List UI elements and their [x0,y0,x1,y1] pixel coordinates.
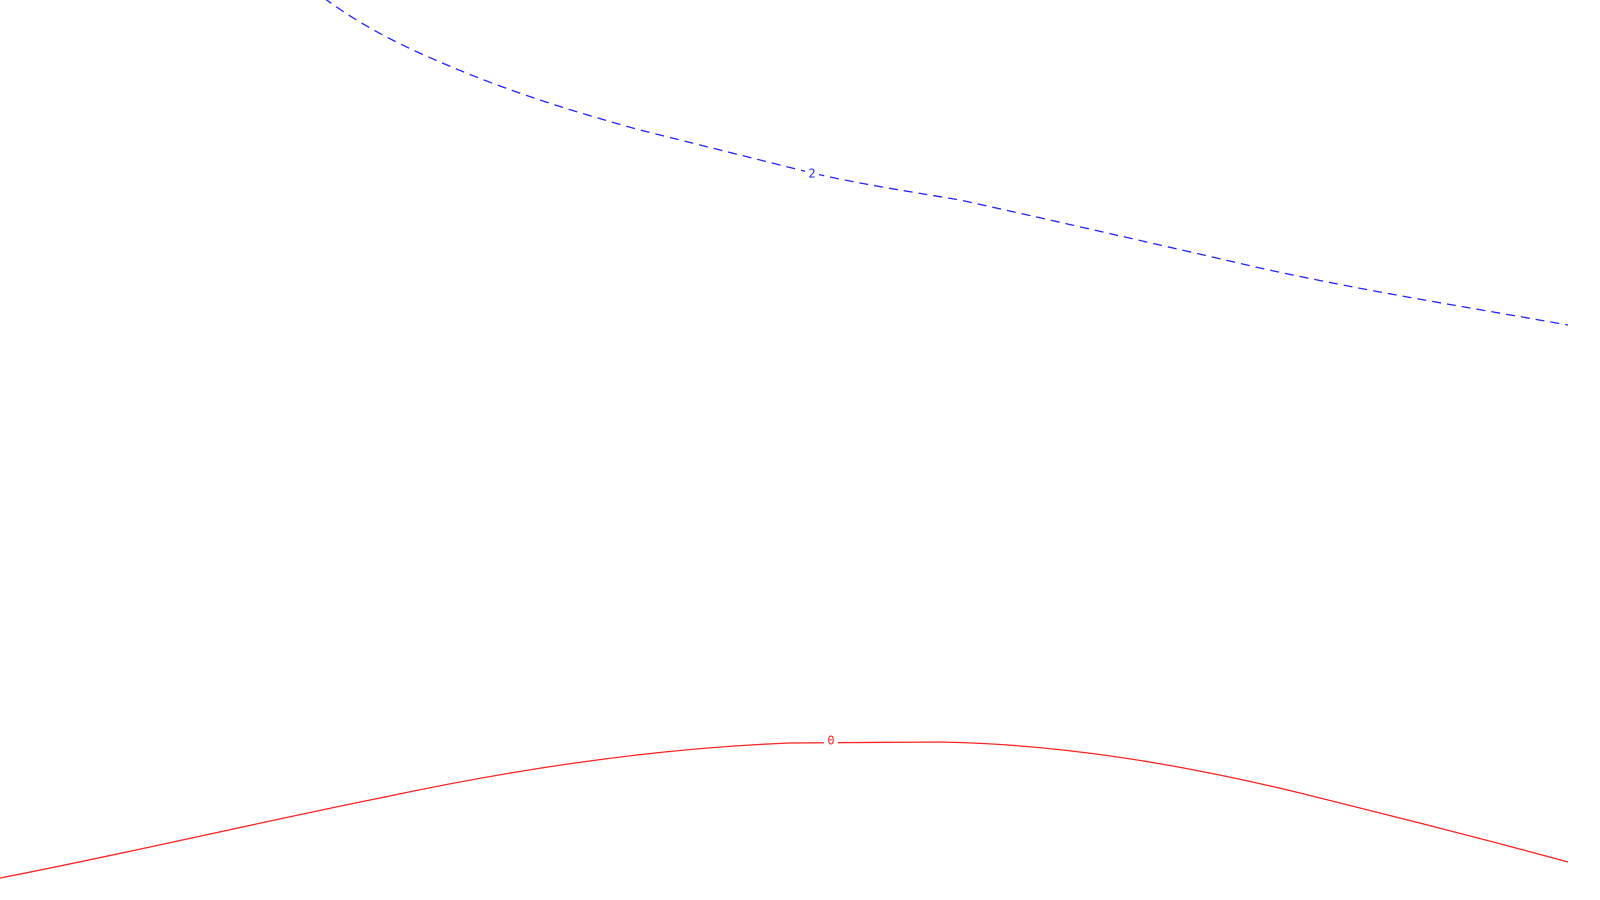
contour-label-upper: 2 [808,167,815,181]
contour-line-upper [325,0,1569,326]
contour-label-bg-upper [805,167,819,181]
contour-label-lower: 0 [827,734,834,748]
contour-line-lower [0,741,1569,879]
contour-label-bg-lower [824,734,838,748]
